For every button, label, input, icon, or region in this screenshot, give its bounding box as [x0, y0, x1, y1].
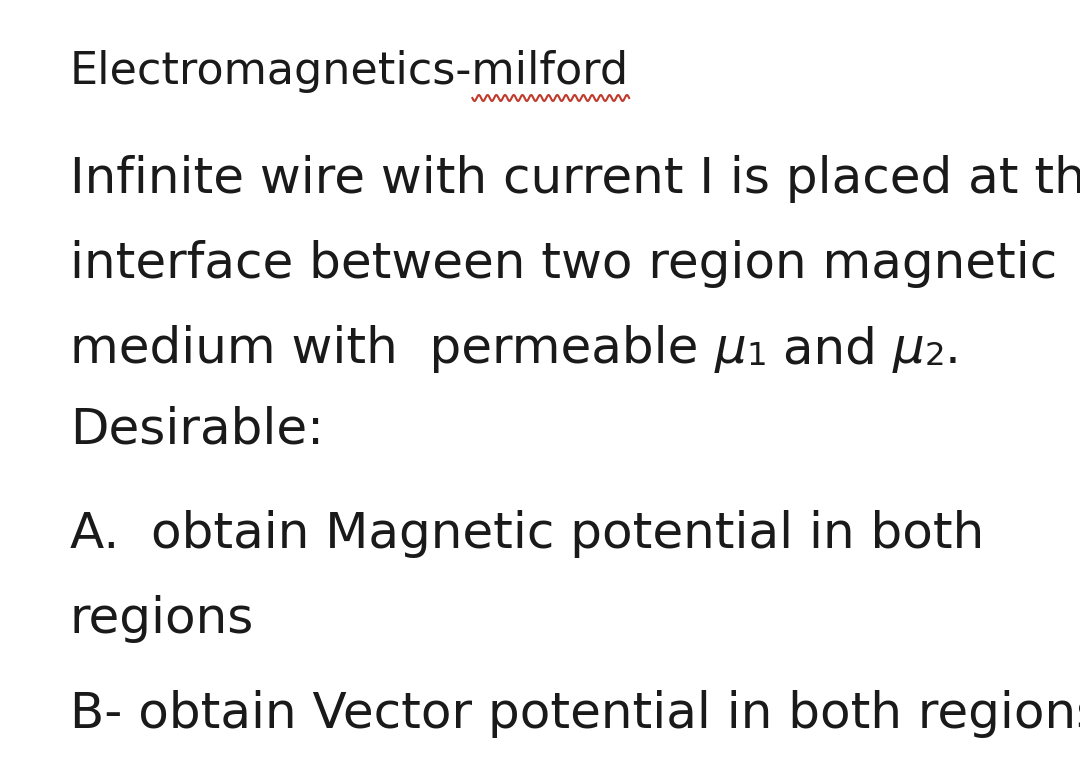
Text: Desirable:: Desirable: — [70, 405, 324, 453]
Text: and: and — [767, 325, 892, 373]
Text: Infinite wire with current I is placed at the: Infinite wire with current I is placed a… — [70, 155, 1080, 203]
Text: μ: μ — [714, 325, 746, 373]
Text: .: . — [945, 325, 961, 373]
Text: Electromagnetics-milford: Electromagnetics-milford — [70, 50, 630, 93]
Text: regions: regions — [70, 595, 255, 643]
Text: 1: 1 — [746, 341, 767, 372]
Text: 2: 2 — [924, 341, 945, 372]
Text: medium with  permeable: medium with permeable — [70, 325, 714, 373]
Text: Electromagnetics-: Electromagnetics- — [70, 50, 472, 93]
Text: interface between two region magnetic: interface between two region magnetic — [70, 240, 1057, 288]
Text: μ: μ — [892, 325, 924, 373]
Text: A.  obtain Magnetic potential in both: A. obtain Magnetic potential in both — [70, 510, 984, 558]
Text: B- obtain Vector potential in both regions: B- obtain Vector potential in both regio… — [70, 690, 1080, 738]
